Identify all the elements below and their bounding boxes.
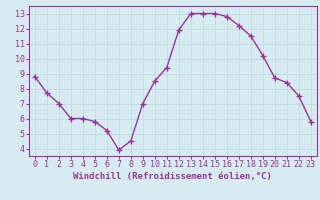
- X-axis label: Windchill (Refroidissement éolien,°C): Windchill (Refroidissement éolien,°C): [73, 172, 272, 181]
